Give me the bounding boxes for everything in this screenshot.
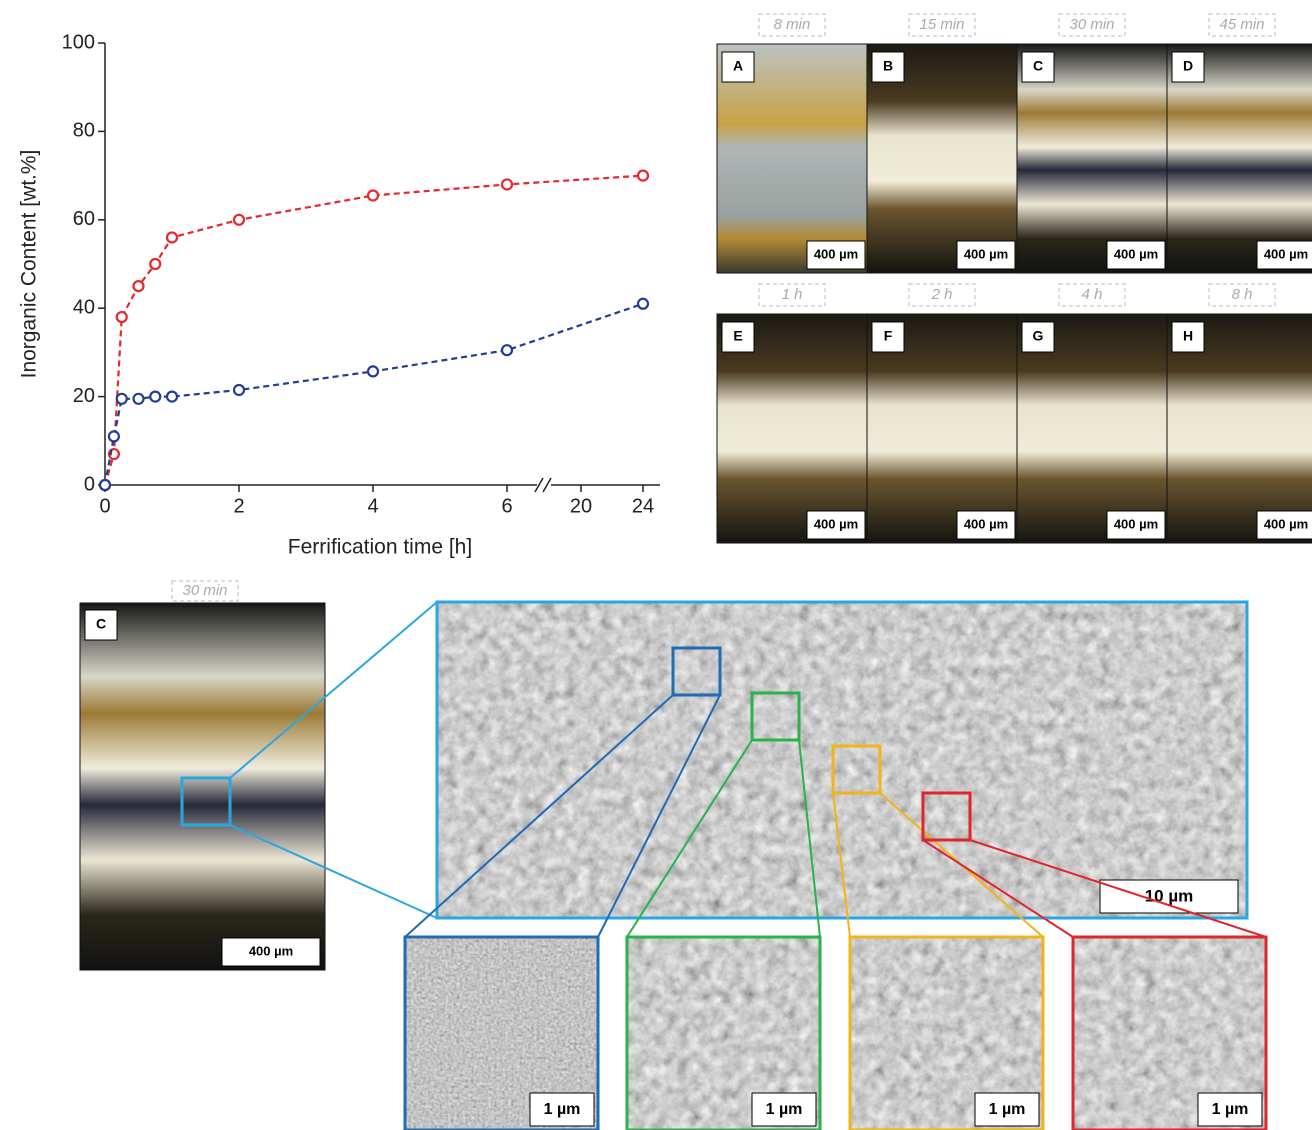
y-tick-label: 100 (62, 31, 95, 53)
x-tick-label: 0 (99, 495, 110, 517)
scale-label: 1 µm (989, 1101, 1026, 1118)
data-point (134, 281, 144, 291)
panel-letter: D (1183, 58, 1193, 74)
panel-letter: B (883, 58, 893, 74)
scale-label: 400 µm (814, 246, 858, 261)
photo-grid: 8 min A 400 µm 15 min B 400 µm 30 min C 400 µm 45… (717, 14, 1312, 543)
data-point (502, 345, 512, 355)
data-point (117, 312, 127, 322)
x-tick-label: 4 (367, 495, 378, 517)
data-point (638, 299, 648, 309)
scale-label: 400 µm (1264, 516, 1308, 531)
scale-label: 1 µm (544, 1101, 581, 1118)
panel-letter: F (884, 328, 893, 344)
data-point (150, 259, 160, 269)
time-label: 8 h (1232, 286, 1253, 303)
panel-letter: E (733, 328, 742, 344)
x-tick-label: 24 (632, 495, 654, 517)
panel-letter: G (1033, 328, 1044, 344)
data-point (368, 366, 378, 376)
time-label: 30 min (182, 582, 227, 599)
time-label: 45 min (1219, 16, 1264, 33)
data-point (134, 394, 144, 404)
x-tick-label: 6 (501, 495, 512, 517)
x-tick-label: 2 (233, 495, 244, 517)
panel-letter: C (1033, 58, 1043, 74)
data-point (117, 394, 127, 404)
scale-label: 1 µm (766, 1101, 803, 1118)
scale-label: 400 µm (964, 246, 1008, 261)
series-line (105, 304, 643, 485)
data-point (234, 385, 244, 395)
y-tick-label: 20 (73, 385, 95, 407)
scale-label: 400 µm (1264, 246, 1308, 261)
chart: Inorganic Content [wt.%] Ferrification t… (18, 31, 660, 558)
data-point (638, 171, 648, 181)
scale-label: 400 µm (249, 943, 293, 958)
scale-label: 10 µm (1145, 886, 1194, 905)
data-point (109, 431, 119, 441)
panel-letter: H (1183, 328, 1193, 344)
scale-label: 400 µm (1114, 246, 1158, 261)
y-tick-label: 0 (84, 473, 95, 495)
panel-letter: C (96, 616, 106, 632)
y-tick-label: 40 (73, 296, 95, 318)
data-point (502, 179, 512, 189)
figure: Inorganic Content [wt.%] Ferrification t… (0, 0, 1312, 1130)
panel-letter: A (733, 58, 743, 74)
scale-label: 1 µm (1212, 1101, 1249, 1118)
data-point (234, 215, 244, 225)
time-label: 2 h (931, 286, 953, 303)
axis-break (535, 478, 551, 492)
time-label: 30 min (1069, 16, 1114, 33)
y-tick-label: 60 (73, 208, 95, 230)
time-label: 8 min (774, 16, 811, 33)
time-label: 15 min (919, 16, 964, 33)
data-point (100, 480, 110, 490)
y-tick-label: 80 (73, 120, 95, 142)
sem-overview: 30 min C 400 µm 10 µm 1 µm 1 µm 1 µm 1 µm (80, 581, 1266, 1130)
data-point (150, 392, 160, 402)
scale-label: 400 µm (814, 516, 858, 531)
scale-label: 400 µm (964, 516, 1008, 531)
photo (80, 603, 325, 970)
data-point (368, 190, 378, 200)
scale-label: 400 µm (1114, 516, 1158, 531)
x-tick-label: 20 (570, 495, 592, 517)
y-axis-label: Inorganic Content [wt.%] (18, 150, 41, 379)
x-axis-label: Ferrification time [h] (288, 536, 472, 559)
data-point (167, 392, 177, 402)
time-label: 1 h (782, 286, 803, 303)
time-label: 4 h (1082, 286, 1103, 303)
data-point (167, 232, 177, 242)
